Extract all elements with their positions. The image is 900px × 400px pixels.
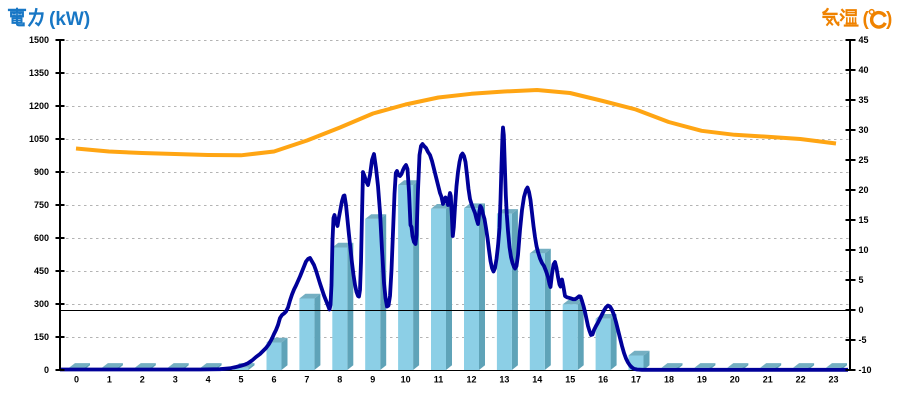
svg-text:10: 10 [401,375,411,385]
svg-text:0: 0 [859,305,864,315]
svg-text:2: 2 [140,375,145,385]
svg-text:-10: -10 [859,365,872,375]
svg-text:11: 11 [434,375,444,385]
svg-text:0: 0 [44,365,49,375]
svg-text:20: 20 [730,375,740,385]
svg-text:40: 40 [859,65,869,75]
svg-text:1: 1 [107,375,112,385]
svg-text:35: 35 [859,95,869,105]
svg-text:3: 3 [173,375,178,385]
svg-text:14: 14 [532,375,542,385]
svg-text:600: 600 [34,233,49,243]
svg-text:23: 23 [828,375,838,385]
svg-text:1050: 1050 [29,134,49,144]
svg-text:22: 22 [796,375,806,385]
svg-text:9: 9 [370,375,375,385]
svg-text:7: 7 [304,375,309,385]
svg-text:21: 21 [763,375,773,385]
svg-text:450: 450 [34,266,49,276]
svg-text:): ) [886,9,892,30]
svg-text:10: 10 [859,245,869,255]
svg-text:12: 12 [466,375,476,385]
svg-text:1500: 1500 [29,35,49,45]
svg-text:20: 20 [859,185,869,195]
svg-text:25: 25 [859,155,869,165]
svg-text:750: 750 [34,200,49,210]
svg-text:4: 4 [206,375,211,385]
svg-text:6: 6 [271,375,276,385]
svg-text:45: 45 [859,35,869,45]
svg-text:18: 18 [664,375,674,385]
svg-text:16: 16 [598,375,608,385]
svg-text:5: 5 [238,375,243,385]
svg-text:1350: 1350 [29,68,49,78]
svg-text:300: 300 [34,299,49,309]
svg-text:900: 900 [34,167,49,177]
svg-text:8: 8 [337,375,342,385]
svg-text:15: 15 [565,375,575,385]
svg-text:1200: 1200 [29,101,49,111]
svg-text:19: 19 [697,375,707,385]
svg-text:(kW): (kW) [49,9,90,30]
svg-text:-5: -5 [859,335,867,345]
svg-text:13: 13 [499,375,509,385]
svg-text:30: 30 [859,125,869,135]
svg-text:150: 150 [34,332,49,342]
svg-text:0: 0 [74,375,79,385]
svg-text:(: ( [863,9,870,30]
svg-text:17: 17 [631,375,641,385]
svg-text:5: 5 [859,275,864,285]
svg-text:15: 15 [859,215,869,225]
